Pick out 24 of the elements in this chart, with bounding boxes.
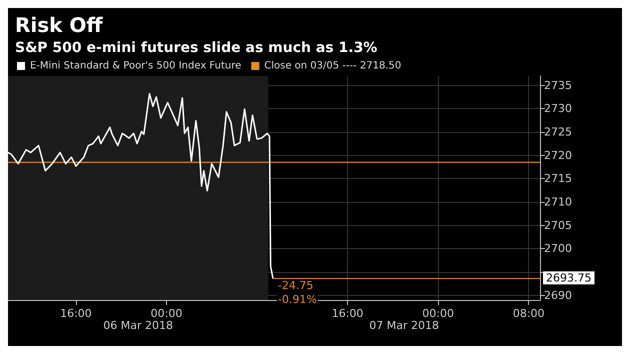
chart-subtitle: S&P 500 e-mini futures slide as much as 1.3% [15, 40, 378, 56]
y-tick-label: 2710 [544, 196, 572, 208]
y-tick-label: 2715 [544, 172, 572, 186]
legend-label: Close on 03/05 ---- 2718.50 [264, 60, 402, 72]
annotation: -24.75 [278, 278, 314, 292]
annotation: -0.91% [278, 292, 317, 306]
y-tick-label: 2725 [544, 126, 572, 138]
y-tick-label: 2705 [544, 218, 572, 232]
legend-label: E-Mini Standard & Poor's 500 Index Future [30, 60, 242, 72]
text: 07 Mar 2018 [369, 319, 440, 332]
x-tick-label: 08:00 [512, 307, 545, 320]
x-tick-label: 16:00 [332, 307, 364, 320]
y-tick-label: 2690 [544, 288, 572, 302]
x-tick-label: 00:00 [422, 307, 454, 320]
chart-title: Risk Off [15, 13, 104, 37]
y-tick-label: 2735 [544, 78, 572, 92]
x-tick-label: 16:00 [60, 307, 92, 320]
y-tick-label: 2730 [544, 102, 572, 116]
data-label: 2693.75 [546, 271, 592, 284]
y-tick-label: 2720 [544, 148, 572, 162]
y-tick-label: 2700 [544, 242, 572, 256]
x-tick-label: 00:00 [150, 307, 182, 320]
text: 06 Mar 2018 [103, 319, 174, 332]
line-series [8, 92, 274, 279]
